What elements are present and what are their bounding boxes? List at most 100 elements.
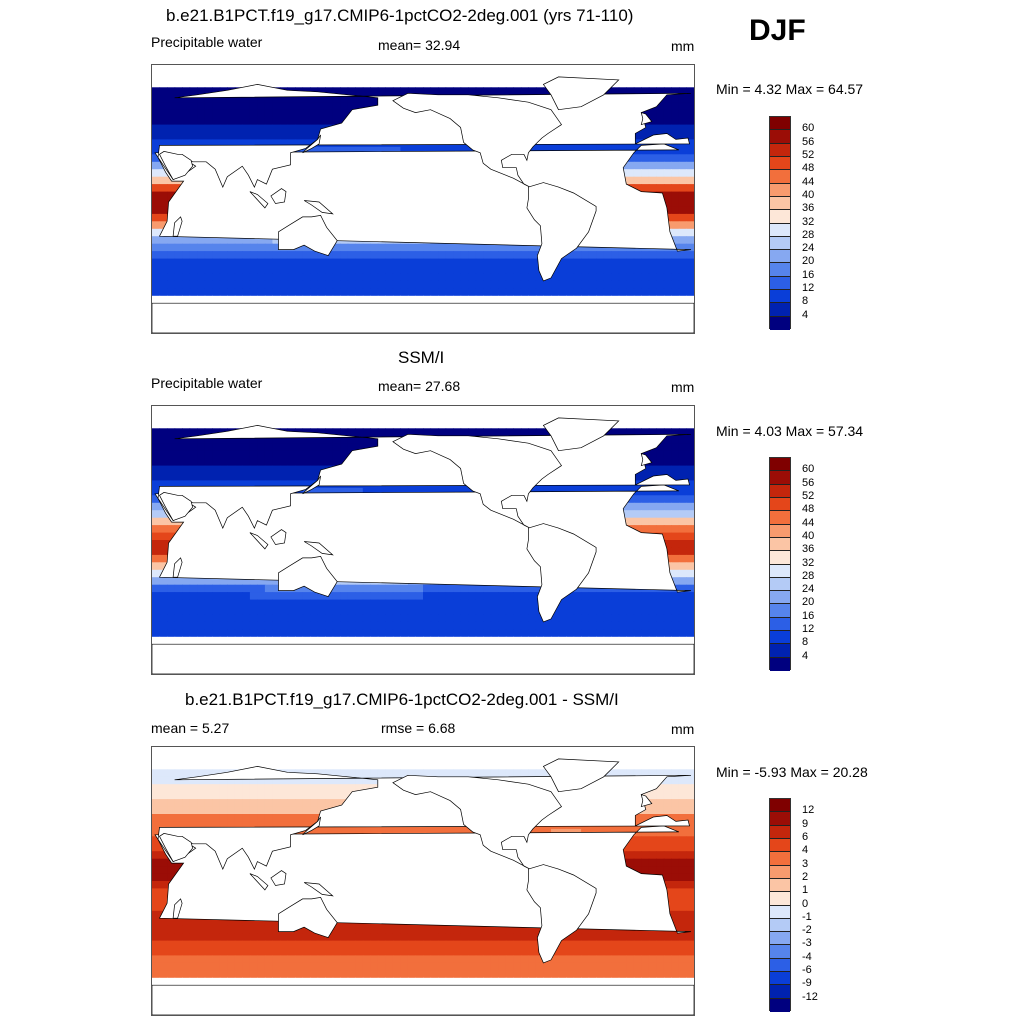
colorbar-tick-label: -6 [802,964,812,977]
colorbar-tick-label: 8 [802,636,809,649]
colorbar-swatch [770,458,790,472]
colorbar-swatch [770,604,790,618]
landmass [542,758,620,793]
colorbar-swatch [770,918,790,933]
landmass [249,191,269,209]
colorbar-tick-label: 12 [802,623,815,636]
colorbar-swatch [770,236,790,251]
colorbar-tick-label: 12 [802,282,815,295]
landmass [640,453,653,467]
panel-2-minmax: Min = 4.03 Max = 57.34 [716,423,864,439]
colorbar-swatch [770,631,790,645]
landmass [159,151,193,181]
colorbar-tick-label: 52 [802,489,815,502]
colorbar-swatch [770,484,790,498]
colorbar-swatch [770,657,790,671]
landmass [542,76,620,111]
landmass [392,92,562,188]
colorbar-tick-label: 56 [802,476,815,489]
landmass [172,216,183,237]
colorbar-tick-label: 44 [802,175,815,188]
colorbar-tick-label: 52 [802,148,815,161]
landmass [249,532,269,550]
landmass [172,557,183,578]
colorbar-tick-label: 4 [802,308,809,321]
colorbar-swatch [770,117,790,131]
colorbar-swatch [770,537,790,552]
landmass [159,833,193,863]
colorbar-swatch [770,497,790,512]
landmass [526,864,597,964]
landmass [302,134,321,154]
colorbar-swatch [770,812,790,826]
colorbar-swatch [770,932,790,946]
landmass [172,898,183,919]
colorbar-swatch [770,303,790,317]
colorbar-tick-label: 48 [802,162,815,175]
landmass [270,870,287,886]
colorbar-tick-label: 8 [802,295,809,308]
colorbar-swatch [770,945,790,959]
colorbar-swatch [770,156,790,171]
colorbar-swatch [770,511,790,525]
landmass [392,774,562,870]
colorbar-tick-label: 60 [802,463,815,476]
colorbar-swatch [770,892,790,906]
panel-3-rmse-label: rmse = 6.68 [381,720,456,736]
panel-1-minmax: Min = 4.32 Max = 64.57 [716,81,864,97]
colorbar-swatch [770,617,790,632]
colorbar-tick-label: -4 [802,950,812,963]
colorbar-swatch [770,838,790,853]
landmass [278,556,338,598]
panel-1-colorbar [769,116,791,330]
landmass [249,873,269,891]
panel-2-colorbar [769,457,791,671]
landmass [302,475,321,495]
colorbar-swatch [770,143,790,157]
colorbar-swatch [770,878,790,893]
colorbar-tick-label: 20 [802,596,815,609]
panel-1-units: mm [671,38,695,54]
colorbar-swatch [770,196,790,211]
colorbar-swatch [770,577,790,592]
landmass [152,643,694,674]
landmass [278,897,338,939]
colorbar-tick-label: 3 [802,857,809,870]
colorbar-tick-label: 6 [802,830,809,843]
colorbar-swatch [770,223,790,237]
panel-3-units: mm [671,721,695,737]
colorbar-tick-label: 32 [802,215,815,228]
landmass [270,529,287,545]
colorbar-tick-label: 36 [802,202,815,215]
landmass [159,492,193,522]
colorbar-tick-label: -9 [802,977,812,990]
colorbar-swatch [770,471,790,485]
landmass [157,84,692,188]
season-label: DJF [749,14,806,47]
colorbar-swatch [770,591,790,605]
panel-2-map [151,405,695,675]
landmass [157,425,692,529]
colorbar-tick-label: 20 [802,255,815,268]
landmass [640,794,653,808]
landmass [152,984,694,1015]
colorbar-tick-label: 48 [802,503,815,516]
landmass [278,215,338,257]
panel-3-mean-label: mean = 5.27 [151,720,230,736]
colorbar-tick-label: 60 [802,122,815,135]
colorbar-swatch [770,316,790,330]
colorbar-tick-label: 56 [802,135,815,148]
colorbar-swatch [770,130,790,144]
colorbar-tick-label: -12 [802,990,818,1003]
colorbar-swatch [770,958,790,973]
colorbar-swatch [770,551,790,565]
colorbar-tick-label: 28 [802,228,815,241]
landmass [302,816,321,836]
panel-3-map [151,746,695,1016]
colorbar-swatch [770,644,790,658]
landmass [157,766,692,870]
landmass [270,188,287,204]
colorbar-swatch [770,799,790,813]
panel-1-title: b.e21.B1PCT.f19_g17.CMIP6-1pctCO2-2deg.0… [166,6,634,25]
colorbar-swatch [770,852,790,866]
